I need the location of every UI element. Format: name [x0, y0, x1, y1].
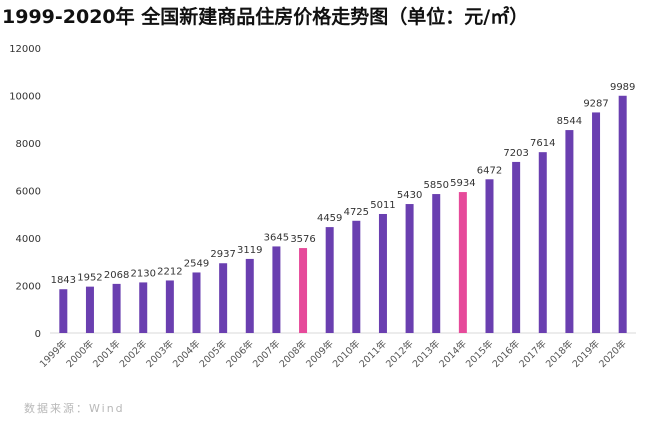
y-tick-label: 12000 — [9, 44, 41, 55]
bar — [59, 289, 68, 333]
data-label: 2549 — [184, 258, 209, 269]
data-label: 2130 — [131, 268, 156, 279]
x-tick-label: 2015年 — [463, 337, 496, 370]
data-label: 3645 — [264, 232, 289, 243]
data-label: 4725 — [344, 207, 369, 218]
data-label: 1843 — [51, 275, 76, 286]
y-tick-label: 0 — [35, 329, 41, 340]
x-tick-label: 2006年 — [224, 337, 257, 370]
bar — [299, 248, 308, 333]
y-tick-label: 6000 — [16, 187, 41, 198]
x-tick-label: 2001年 — [90, 337, 123, 370]
y-axis-ticks: 0 2000 4000 6000 8000 10000 12000 — [9, 44, 41, 340]
bar — [405, 204, 414, 333]
data-label: 7614 — [530, 138, 555, 149]
data-label: 9989 — [610, 82, 635, 93]
data-label: 5934 — [450, 178, 475, 189]
data-label: 7203 — [503, 148, 528, 159]
bar — [352, 220, 361, 333]
bar — [378, 213, 387, 333]
y-tick-label: 8000 — [16, 139, 41, 150]
x-tick-label: 2019年 — [570, 337, 603, 370]
data-label: 1952 — [77, 273, 102, 284]
data-label: 5430 — [397, 190, 422, 201]
x-tick-label: 2018年 — [543, 337, 576, 370]
y-tick-label: 2000 — [16, 282, 41, 293]
x-axis-labels: 1999年2000年2001年2002年2003年2004年2005年2006年… — [37, 337, 629, 370]
bar — [538, 152, 547, 333]
data-label: 6472 — [477, 165, 502, 176]
bar — [485, 179, 494, 333]
data-label: 2068 — [104, 270, 129, 281]
x-tick-label: 2016年 — [490, 337, 523, 370]
bar — [512, 161, 521, 333]
data-label: 5011 — [370, 200, 395, 211]
bar — [325, 227, 334, 333]
x-tick-label: 1999年 — [37, 337, 70, 370]
data-label: 2212 — [157, 266, 182, 277]
y-tick-label: 10000 — [9, 92, 41, 103]
x-tick-label: 2012年 — [383, 337, 416, 370]
x-tick-label: 2014年 — [437, 337, 470, 370]
bar — [192, 272, 201, 333]
x-tick-label: 2011年 — [357, 337, 390, 370]
x-tick-label: 2003年 — [144, 337, 177, 370]
bar — [112, 283, 121, 333]
chart-title: 1999-2020年 全国新建商品住房价格走势图（单位：元/㎡） — [2, 6, 529, 28]
data-label: 4459 — [317, 213, 342, 224]
bar — [592, 112, 601, 333]
data-label: 3119 — [237, 245, 262, 256]
x-tick-label: 2020年 — [596, 337, 629, 370]
x-tick-label: 2017年 — [517, 337, 550, 370]
data-label: 2937 — [210, 249, 235, 260]
x-tick-label: 2013年 — [410, 337, 443, 370]
bar — [139, 282, 148, 333]
y-tick-label: 4000 — [16, 234, 41, 245]
x-tick-label: 2008年 — [277, 337, 310, 370]
x-tick-label: 2004年 — [170, 337, 203, 370]
bar — [85, 286, 94, 333]
x-tick-label: 2009年 — [303, 337, 336, 370]
x-tick-label: 2007年 — [250, 337, 283, 370]
x-tick-label: 2000年 — [64, 337, 97, 370]
bar — [432, 194, 441, 333]
data-label: 9287 — [583, 98, 608, 109]
bar — [219, 263, 228, 333]
bar — [458, 192, 467, 333]
x-tick-label: 2002年 — [117, 337, 150, 370]
source-note: 数据来源：Wind — [24, 402, 125, 415]
bar — [565, 130, 574, 333]
data-label: 5850 — [424, 180, 449, 191]
bar-series — [59, 95, 627, 333]
bar — [272, 246, 281, 333]
bar — [618, 95, 627, 333]
bar — [245, 258, 254, 333]
data-label: 3576 — [290, 234, 315, 245]
bar — [165, 280, 174, 333]
x-tick-label: 2010年 — [330, 337, 363, 370]
x-tick-label: 2005年 — [197, 337, 230, 370]
data-label: 8544 — [557, 116, 582, 127]
